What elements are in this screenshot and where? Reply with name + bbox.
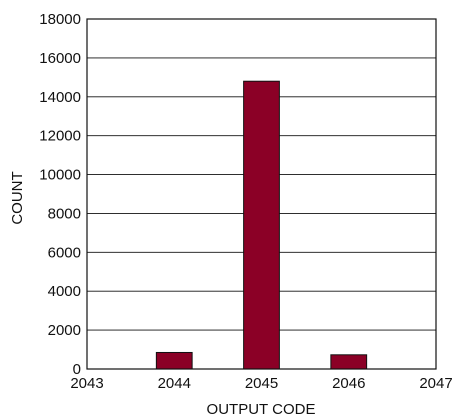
bars (155, 80, 368, 370)
bar-2044 (155, 351, 193, 370)
y-tick-label: 16000 (39, 50, 81, 67)
y-tick-label: 2000 (48, 322, 81, 339)
y-tick-label: 12000 (39, 128, 81, 145)
y-tick-label: 8000 (48, 205, 81, 222)
y-tick-label: 14000 (39, 89, 81, 106)
x-tick-label: 2047 (419, 375, 452, 392)
y-axis-title: COUNT (9, 171, 26, 224)
bar-2045 (243, 80, 280, 370)
x-tick-label: 2045 (245, 375, 278, 392)
x-tick-label: 2043 (70, 375, 103, 392)
y-tick-label: 6000 (48, 244, 81, 261)
bar-2046 (330, 354, 368, 370)
y-tick-label: 4000 (48, 283, 81, 300)
x-tick-labels: 2043 2044 2045 2046 2047 (70, 375, 452, 392)
plot-frame (86, 18, 437, 370)
y-tick-labels: 0 2000 4000 6000 8000 10000 12000 14000 16000 180… (39, 11, 81, 378)
x-axis-title: OUTPUT CODE (207, 401, 316, 417)
x-tick-label: 2044 (158, 375, 191, 392)
y-tick-label: 18000 (39, 11, 81, 28)
y-tick-label: 0 (73, 361, 81, 378)
x-tick-label: 2046 (332, 375, 365, 392)
y-tick-label: 10000 (39, 167, 81, 184)
